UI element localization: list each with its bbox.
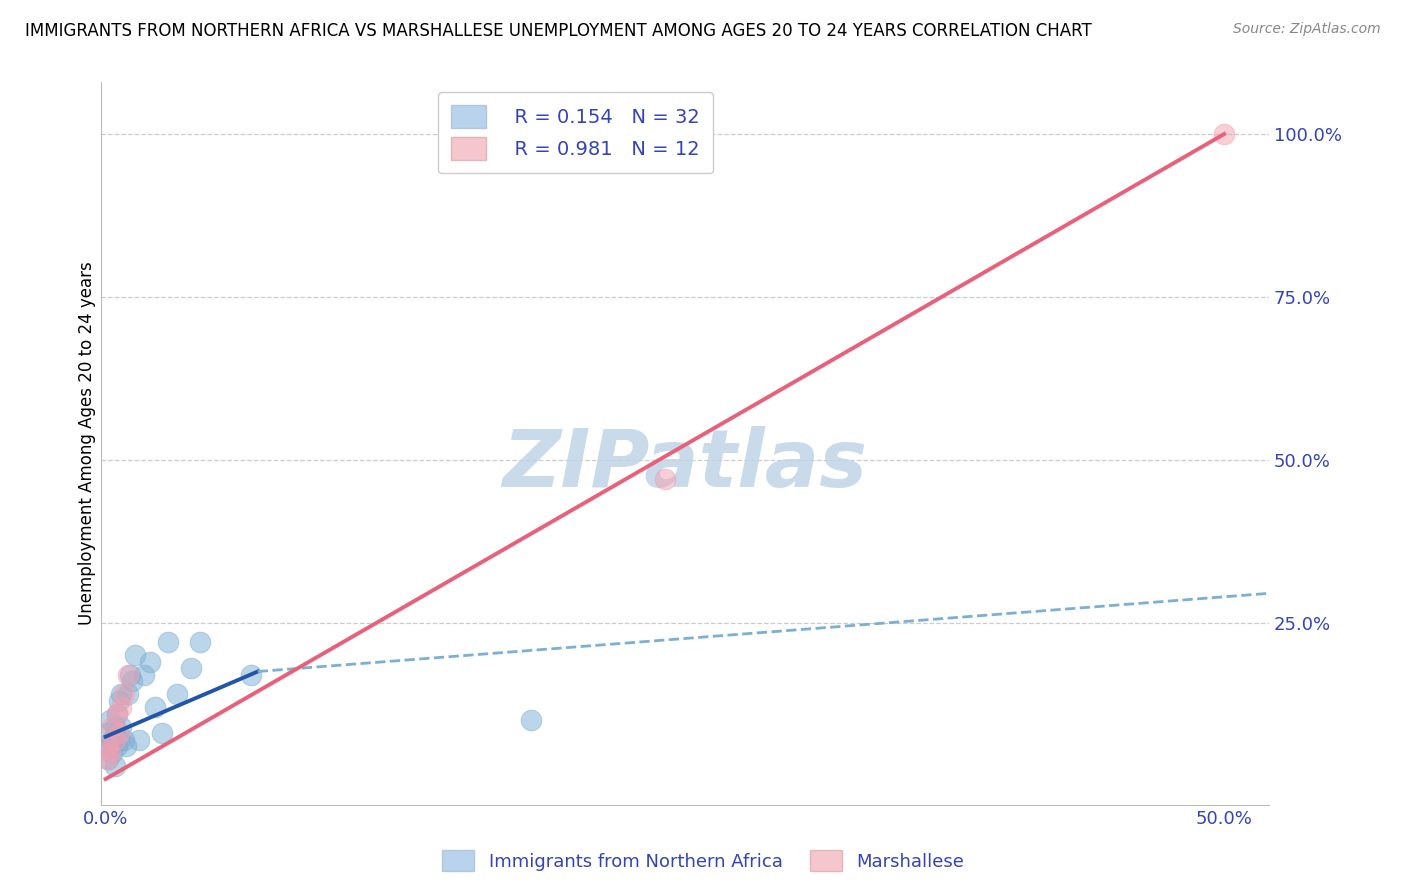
Point (98, 746, 121, 760)
Point (97, 752, 120, 766)
Point (121, 674, 143, 689)
Point (110, 700, 132, 714)
Point (101, 720, 124, 734)
Point (105, 706, 128, 721)
Point (240, 667, 263, 681)
Point (157, 635, 180, 649)
Point (101, 733, 124, 747)
Point (139, 655, 162, 669)
Point (150, 726, 173, 740)
Point (110, 720, 132, 734)
Point (96, 752, 118, 766)
Point (108, 694, 131, 708)
Point (101, 746, 124, 760)
Text: Source: ZipAtlas.com: Source: ZipAtlas.com (1233, 22, 1381, 37)
Point (124, 648, 146, 663)
Point (108, 726, 131, 740)
Point (103, 733, 125, 747)
Point (1213, 127, 1236, 141)
Point (188, 635, 211, 649)
Point (180, 661, 202, 675)
Point (128, 733, 150, 747)
Text: IMMIGRANTS FROM NORTHERN AFRICA VS MARSHALLESE UNEMPLOYMENT AMONG AGES 20 TO 24 : IMMIGRANTS FROM NORTHERN AFRICA VS MARSH… (25, 22, 1092, 40)
Legend:   R = 0.154   N = 32,   R = 0.981   N = 12: R = 0.154 N = 32, R = 0.981 N = 12 (437, 92, 713, 173)
Point (519, 714, 541, 728)
Point (112, 687, 135, 701)
Point (98, 714, 121, 728)
Point (114, 739, 136, 754)
Text: ZIPatlas: ZIPatlas (502, 426, 868, 504)
Point (97, 739, 120, 754)
Point (96, 739, 118, 754)
Legend: Immigrants from Northern Africa, Marshallese: Immigrants from Northern Africa, Marshal… (434, 843, 972, 879)
Point (108, 733, 131, 747)
Point (103, 720, 125, 734)
Point (117, 687, 139, 701)
Point (110, 687, 132, 701)
Point (654, 472, 676, 486)
Point (117, 667, 139, 681)
Point (112, 733, 135, 747)
Point (132, 667, 155, 681)
Point (143, 700, 166, 714)
Point (97, 726, 120, 740)
Point (98, 739, 121, 754)
Point (105, 706, 128, 721)
Point (105, 739, 128, 754)
Point (166, 687, 188, 701)
Point (103, 759, 125, 773)
Point (120, 667, 142, 681)
Y-axis label: Unemployment Among Ages 20 to 24 years: Unemployment Among Ages 20 to 24 years (79, 261, 96, 625)
